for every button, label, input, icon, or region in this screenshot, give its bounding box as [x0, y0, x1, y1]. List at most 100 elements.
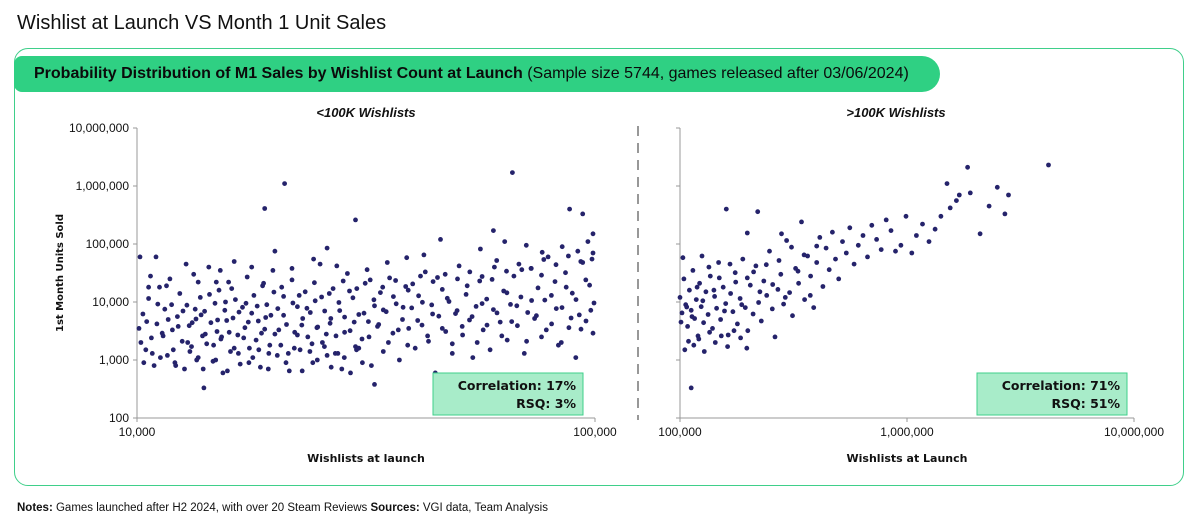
scatter-point	[281, 312, 286, 318]
scatter-point	[499, 333, 505, 339]
chart-banner: Probability Distribution of M1 Sales by …	[14, 56, 940, 92]
scatter-point	[245, 319, 251, 325]
scatter-point	[504, 268, 509, 274]
scatter-point	[184, 302, 190, 308]
scatter-point	[429, 302, 435, 308]
scatter-point	[449, 341, 455, 347]
scatter-point	[151, 363, 157, 368]
scatter-point	[696, 336, 702, 342]
scatter-point	[179, 338, 185, 344]
scatter-point	[732, 270, 738, 276]
scatter-point	[965, 164, 970, 170]
scatter-point	[165, 317, 171, 322]
scatter-point	[727, 261, 733, 267]
scatter-point	[524, 338, 529, 344]
scatter-point	[430, 279, 436, 284]
scatter-point	[758, 318, 764, 324]
scatter-point	[460, 332, 465, 338]
scatter-point	[789, 244, 794, 250]
scatter-point	[327, 320, 333, 326]
rsq-label: RSQ: 3%	[516, 396, 576, 411]
scatter-point	[311, 256, 316, 262]
scatter-point	[761, 278, 767, 284]
scatter-point	[410, 281, 416, 287]
scatter-point	[256, 347, 262, 353]
scatter-point	[509, 319, 515, 324]
scatter-point	[334, 263, 340, 269]
scatter-point	[576, 312, 582, 318]
scatter-point	[384, 260, 390, 265]
scatter-point	[283, 360, 289, 366]
scatter-point	[258, 364, 263, 370]
scatter-point	[263, 315, 269, 320]
scatter-point	[535, 285, 541, 291]
scatter-point	[814, 243, 820, 249]
scatter-point	[350, 295, 356, 301]
scatter-point	[484, 296, 490, 302]
scatter-point	[926, 239, 932, 245]
scatter-point	[236, 309, 242, 315]
scatter-point	[345, 271, 350, 276]
scatter-point	[425, 333, 430, 339]
scatter-point	[874, 237, 879, 242]
scatter-point	[367, 277, 373, 283]
scatter-point	[213, 279, 219, 285]
scatter-point	[553, 262, 559, 268]
scatter-point	[397, 357, 402, 363]
scatter-point	[739, 302, 745, 308]
scatter-point	[851, 261, 857, 267]
scatter-point	[307, 310, 313, 315]
scatter-point	[380, 349, 386, 354]
scatter-point	[539, 249, 545, 255]
scatter-point	[430, 311, 435, 317]
scatter-point	[781, 301, 786, 307]
scatter-point	[194, 357, 200, 363]
scatter-point	[688, 307, 694, 313]
scatter-point	[289, 277, 295, 283]
scatter-point	[903, 213, 909, 219]
scatter-point	[281, 294, 286, 299]
scatter-point	[270, 268, 276, 273]
scatter-point	[779, 231, 784, 237]
scatter-point	[685, 324, 690, 329]
scatter-point	[386, 340, 391, 345]
scatter-point	[678, 319, 684, 325]
scatter-point	[826, 267, 832, 273]
scatter-point	[718, 317, 723, 322]
scatter-point	[403, 284, 409, 289]
scatter-point	[175, 324, 181, 329]
scatter-point	[686, 338, 691, 344]
scatter-point	[154, 321, 160, 327]
scatter-point	[730, 309, 736, 315]
scatter-point	[684, 304, 690, 310]
scatter-point	[255, 318, 261, 324]
scatter-point	[938, 213, 944, 219]
scatter-point	[435, 275, 440, 280]
scatter-point	[272, 331, 278, 337]
scatter-point	[364, 267, 370, 273]
scatter-point	[191, 271, 197, 277]
scatter-point	[494, 258, 500, 263]
scatter-point	[865, 254, 870, 260]
scatter-point	[416, 293, 421, 299]
scatter-point	[215, 317, 221, 323]
correlation-label: Correlation: 17%	[458, 378, 577, 393]
scatter-point	[290, 300, 296, 306]
scatter-point	[140, 311, 146, 317]
scatter-point	[823, 245, 829, 251]
scatter-point	[244, 274, 250, 280]
scatter-point	[1006, 192, 1011, 198]
scatter-point	[312, 280, 317, 286]
scatter-point	[883, 217, 889, 223]
scatter-point	[559, 244, 565, 250]
scatter-point	[369, 363, 374, 368]
scatter-point	[697, 280, 702, 286]
scatter-point	[360, 360, 365, 366]
scatter-point	[328, 364, 334, 370]
scatter-point	[944, 181, 950, 187]
scatter-point	[278, 342, 284, 348]
scatter-point	[153, 254, 159, 260]
footer-notes-label: Notes:	[17, 502, 53, 514]
scatter-point	[169, 302, 175, 308]
scatter-point	[262, 206, 268, 211]
